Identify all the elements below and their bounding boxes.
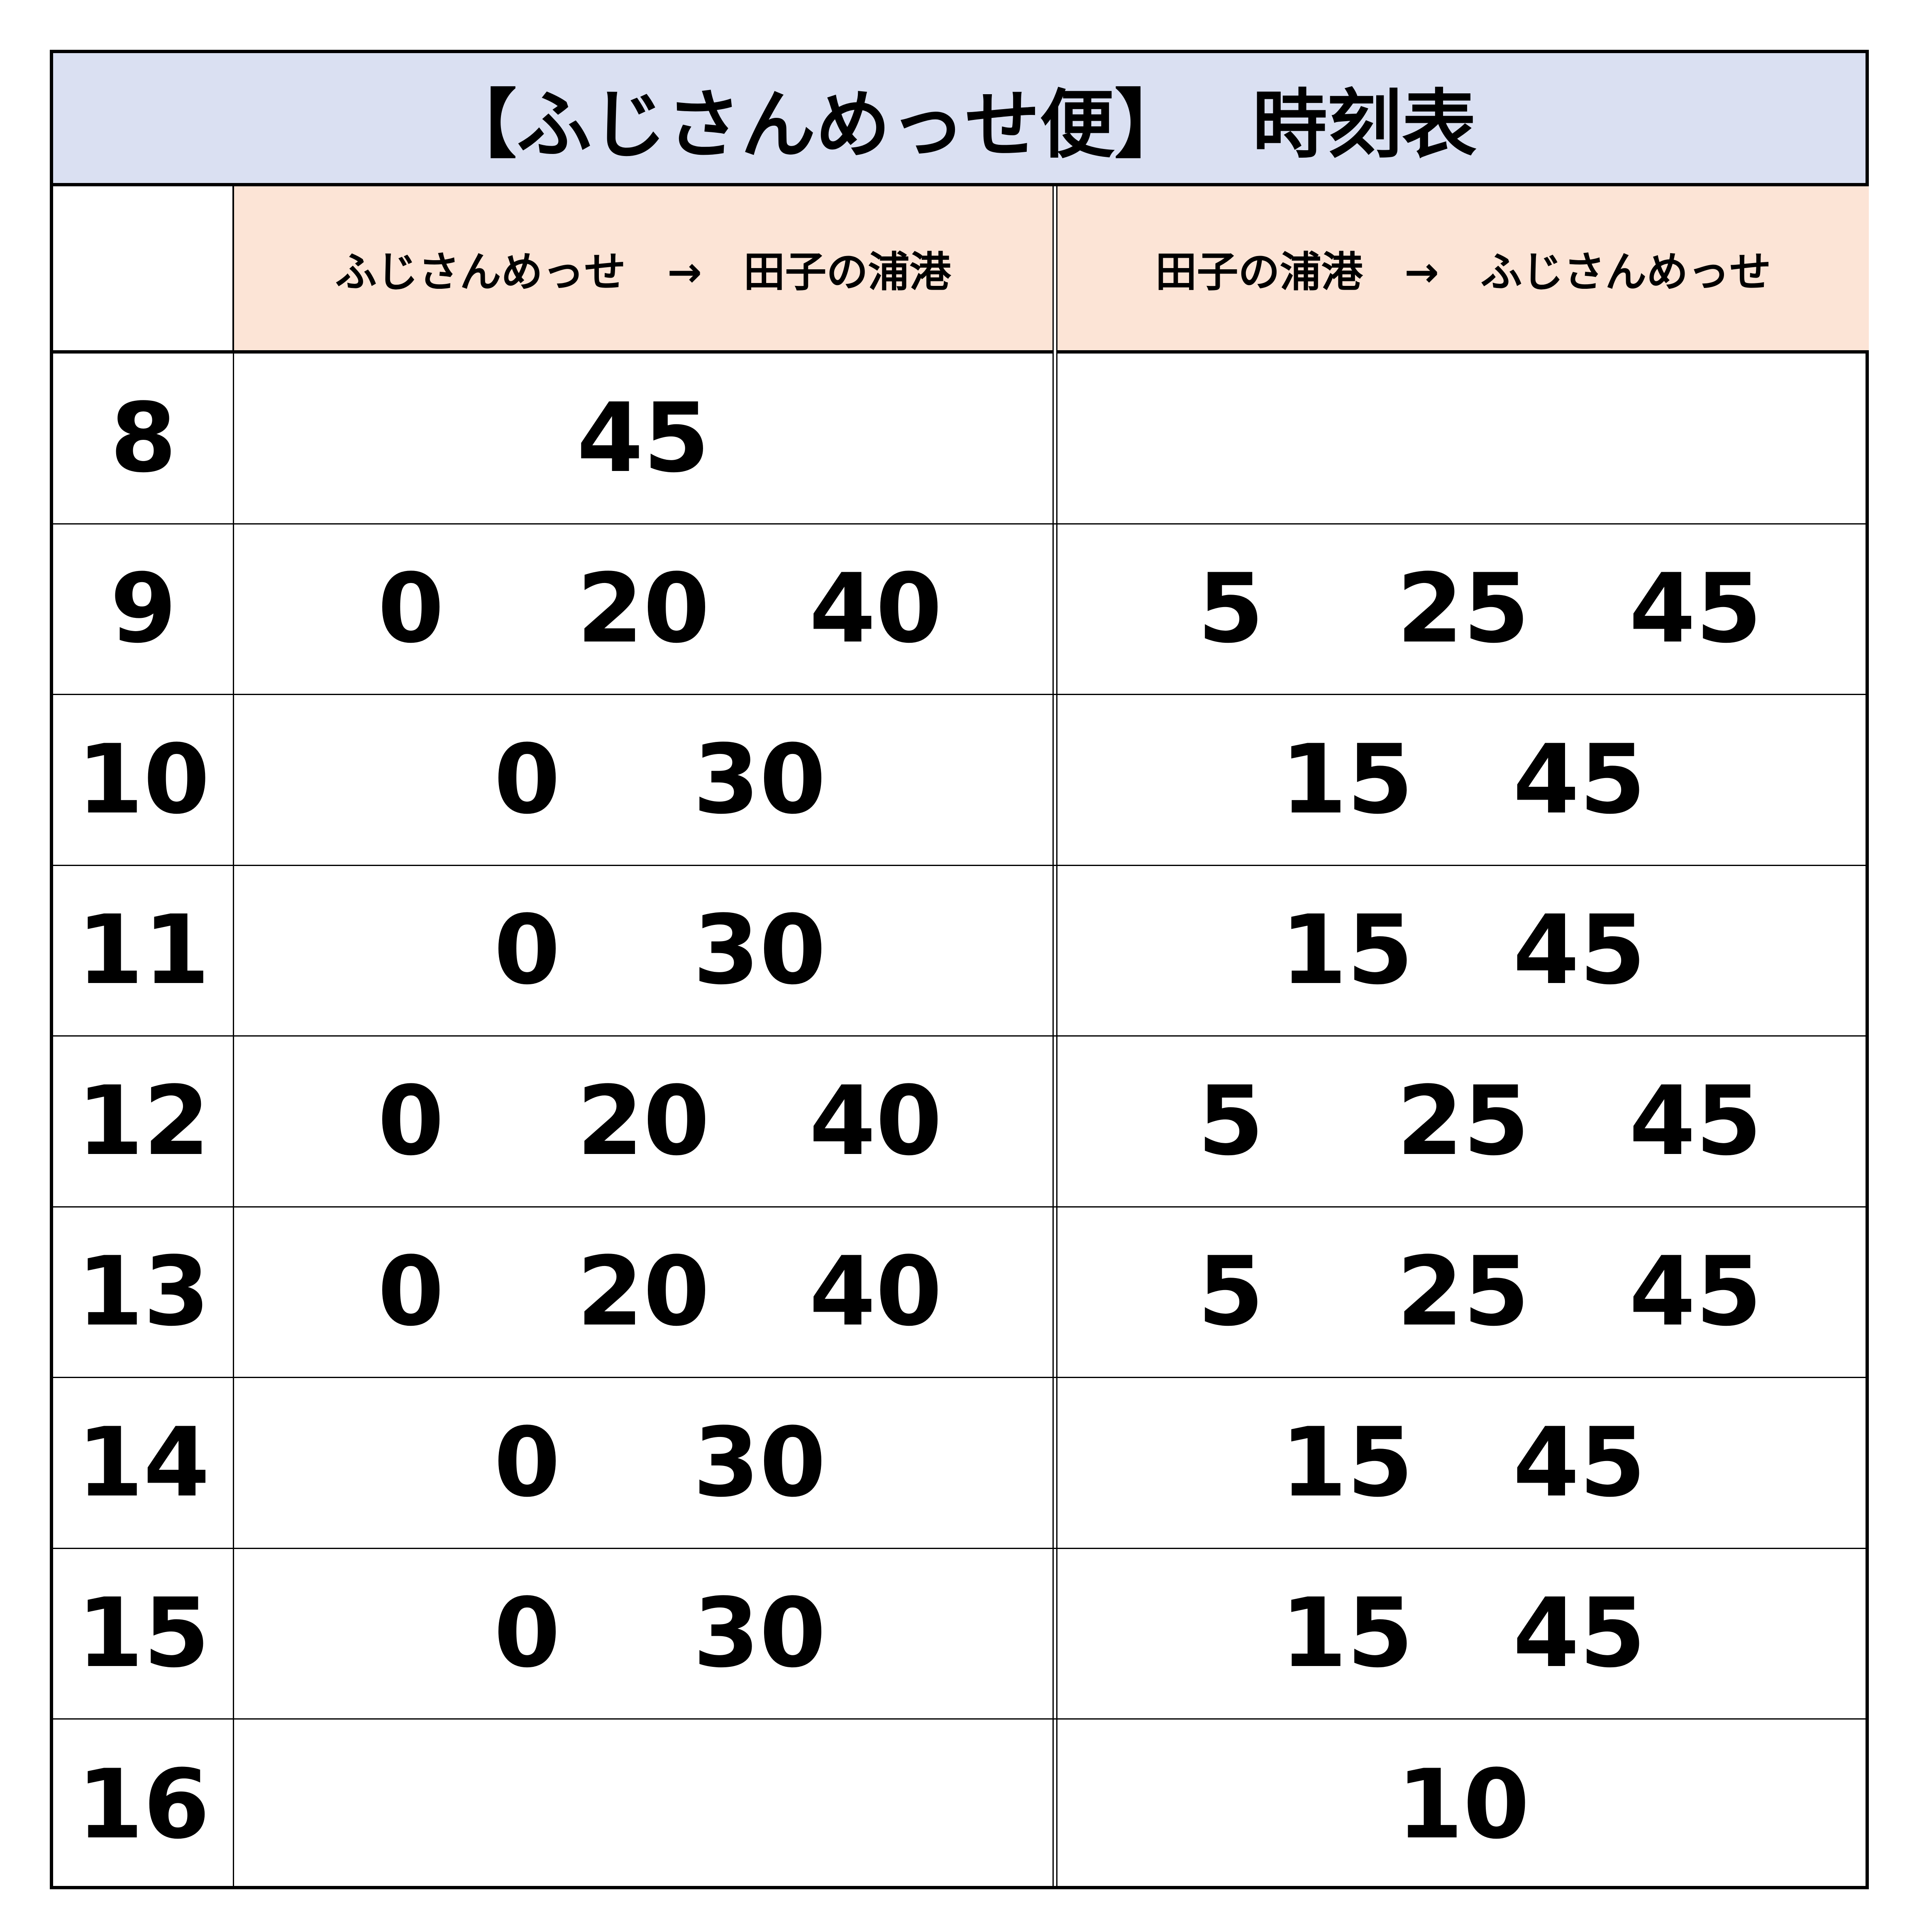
header-outbound: ふじさんめっせ → 田子の浦港: [234, 186, 1052, 354]
outbound-minutes-cell: 0 30: [234, 1378, 1052, 1548]
table-row: 11 0 30 15 45: [53, 866, 1866, 1037]
departure-minute: 20: [576, 554, 710, 665]
departure-minute: 10: [1397, 1749, 1530, 1861]
hour-cell: 9: [110, 554, 177, 665]
timetable: 【ふじさんめっせ便】 時刻表 ふじさんめっせ → 田子の浦港 田子の浦港 → ふ…: [50, 50, 1869, 1889]
departure-minute: 40: [809, 554, 943, 665]
departure-minute: 30: [693, 895, 826, 1006]
table-row: 16 10: [53, 1720, 1866, 1891]
outbound-minutes-cell: 0 30: [234, 695, 1052, 865]
table-row: 12 0 20 40 5 25 45: [53, 1037, 1866, 1208]
departure-minute: 20: [576, 1237, 710, 1348]
departure-minute: 30: [693, 1578, 826, 1689]
departure-minute: 5: [1197, 1066, 1264, 1177]
outbound-minutes-cell: 0 20 40: [234, 524, 1052, 694]
return-minutes-cell: 5 25 45: [1057, 1208, 1869, 1377]
departure-minute: 0: [493, 1578, 561, 1689]
departure-minute: 15: [1280, 1578, 1414, 1689]
outbound-minutes-cell: 0 20 40: [234, 1208, 1052, 1377]
timetable-title: 【ふじさんめっせ便】 時刻表: [53, 53, 1866, 186]
hour-cell: 15: [77, 1578, 210, 1689]
return-minutes-cell: 15 45: [1057, 695, 1869, 865]
return-minutes-cell: [1057, 354, 1869, 523]
table-row: 9 0 20 40 5 25 45: [53, 524, 1866, 695]
table-row: 15 0 30 15 45: [53, 1549, 1866, 1720]
departure-minute: 15: [1280, 1407, 1414, 1518]
table-row: 14 0 30 15 45: [53, 1378, 1866, 1549]
hour-cell: 8: [110, 383, 177, 494]
departure-minute: 0: [377, 1237, 444, 1348]
table-row: 13 0 20 40 5 25 45: [53, 1208, 1866, 1378]
departure-minute: 5: [1197, 554, 1264, 665]
outbound-minutes-cell: [234, 1720, 1052, 1891]
outbound-minutes-cell: 0 30: [234, 866, 1052, 1036]
hour-cell: 14: [77, 1407, 210, 1518]
departure-minute: 45: [1629, 554, 1762, 665]
departure-minute: 45: [1513, 1578, 1646, 1689]
table-row: 10 0 30 15 45: [53, 695, 1866, 866]
title-text: 【ふじさんめっせ便】 時刻表: [442, 82, 1477, 168]
return-minutes-cell: 15 45: [1057, 1549, 1869, 1719]
hour-cell: 11: [77, 895, 210, 1006]
departure-minute: 0: [377, 554, 444, 665]
hour-cell: 16: [77, 1749, 210, 1861]
return-minutes-cell: 15 45: [1057, 1378, 1869, 1548]
departure-minute: 5: [1197, 1237, 1264, 1348]
departure-minute: 30: [693, 1407, 826, 1518]
header-blank-cell: [53, 186, 234, 354]
header-return: 田子の浦港 → ふじさんめっせ: [1057, 186, 1869, 354]
table-row: 8 45: [53, 354, 1866, 524]
hour-cell: 10: [77, 724, 210, 835]
departure-minute: 45: [1629, 1066, 1762, 1177]
return-minutes-cell: 10: [1057, 1720, 1869, 1891]
departure-minute: 30: [693, 724, 826, 835]
departure-minute: 40: [809, 1066, 943, 1177]
departure-minute: 15: [1280, 724, 1414, 835]
departure-minute: 45: [1513, 1407, 1646, 1518]
departure-minute: 25: [1397, 1066, 1530, 1177]
departure-minute: 0: [493, 895, 561, 1006]
departure-minute: 0: [377, 1066, 444, 1177]
departure-minute: 0: [493, 1407, 561, 1518]
return-minutes-cell: 5 25 45: [1057, 524, 1869, 694]
departure-minute: 45: [1629, 1237, 1762, 1348]
departure-minute: 0: [493, 724, 561, 835]
departure-minute: 40: [809, 1237, 943, 1348]
hour-cell: 12: [77, 1066, 210, 1177]
departure-minute: 20: [576, 1066, 710, 1177]
outbound-minutes-cell: 0 30: [234, 1549, 1052, 1719]
outbound-minutes-cell: 0 20 40: [234, 1037, 1052, 1206]
return-minutes-cell: 5 25 45: [1057, 1037, 1869, 1206]
departure-minute: 45: [1513, 895, 1646, 1006]
departure-minute: 45: [1513, 724, 1646, 835]
return-minutes-cell: 15 45: [1057, 866, 1869, 1036]
departure-minute: 15: [1280, 895, 1414, 1006]
departure-minute: 25: [1397, 1237, 1530, 1348]
departure-minute: 25: [1397, 554, 1530, 665]
hour-cell: 13: [77, 1237, 210, 1348]
timetable-body: 8 45 9 0 20 40 5 25 45 10 0 30 15 45 11 0 30 15 45 12 0 20 40 5…: [53, 354, 1866, 1886]
departure-minute: 45: [576, 383, 710, 494]
outbound-minutes-cell: 45: [234, 354, 1052, 523]
